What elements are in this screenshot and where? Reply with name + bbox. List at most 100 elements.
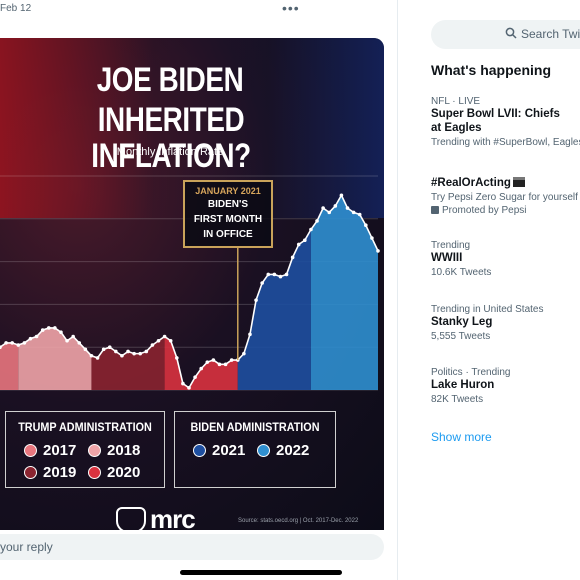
data-point-2019 xyxy=(114,349,118,354)
trend-sub: 10.6K Tweets xyxy=(431,267,492,278)
data-point-2021 xyxy=(303,238,307,242)
source-note: Source: stats.oecd.org | Oct. 2017-Dec. … xyxy=(238,518,359,524)
trend-item[interactable]: Trending in United States Stanky Leg 5,5… xyxy=(431,304,580,342)
data-point-2019 xyxy=(89,353,94,358)
graphic-title-line2: INHERITED INFLATION? xyxy=(91,101,251,175)
data-point-2020 xyxy=(211,358,216,362)
data-point-2020 xyxy=(223,362,228,367)
data-point-2020 xyxy=(168,338,173,343)
data-point-2021 xyxy=(290,255,295,260)
legend-dot-2019 xyxy=(24,466,37,479)
data-point-2022 xyxy=(309,227,313,232)
callout-line1: BIDEN'S xyxy=(207,199,249,210)
legend-dot-2020 xyxy=(88,466,101,479)
legend-label-2021: 2021 xyxy=(212,442,246,459)
data-point-2022 xyxy=(376,249,380,253)
legend-dot-2021 xyxy=(193,444,206,457)
trend-name: Stanky Leg xyxy=(431,316,493,328)
reply-input[interactable]: your reply xyxy=(0,534,384,560)
area-2018 xyxy=(18,327,92,390)
trend-name-line2: at Eagles xyxy=(431,122,482,134)
tweet-image[interactable]: JOE BIDEN INHERITED INFLATION? Monthly I… xyxy=(0,38,384,530)
data-point-2022 xyxy=(345,206,350,210)
data-point-2020 xyxy=(205,360,210,364)
promoted-icon xyxy=(431,206,439,214)
callout-line2: FIRST MONTH xyxy=(193,214,263,225)
legend-label-2020: 2020 xyxy=(107,464,141,481)
legend-dot-2017 xyxy=(24,444,37,457)
area-2020 xyxy=(164,336,238,390)
callout-box: JANUARY 2021 BIDEN'S FIRST MONTH IN OFFI… xyxy=(183,180,273,248)
graphic-title-line1: JOE BIDEN xyxy=(96,61,244,99)
data-point-2021 xyxy=(242,351,246,356)
legend-item-2018: 2018 xyxy=(88,442,140,459)
legend-label-2017: 2017 xyxy=(43,442,77,459)
legend-trump-title: TRUMP ADMINISTRATION xyxy=(18,420,152,434)
data-point-2018 xyxy=(71,334,75,339)
trend-meta: Trending in United States xyxy=(431,304,544,315)
tweet-column: Feb 12 ••• JOE BIDEN INHERITED INFLATION… xyxy=(0,0,398,580)
legend-dot-2018 xyxy=(88,444,101,457)
data-point-2019 xyxy=(132,351,136,356)
mrc-shield-icon xyxy=(116,506,146,530)
data-point-2020 xyxy=(229,358,234,362)
data-point-2019 xyxy=(126,349,130,354)
trend-name: #RealOrActing xyxy=(431,176,580,190)
data-point-2022 xyxy=(315,219,319,223)
data-point-2022 xyxy=(339,193,344,198)
trend-name-text: #RealOrActing xyxy=(431,177,511,189)
trend-item[interactable]: NFL · LIVE Super Bowl LVII: Chiefs at Ea… xyxy=(431,96,580,148)
data-point-2019 xyxy=(144,349,149,354)
promoted-label: Promoted by Pepsi xyxy=(442,205,527,216)
data-point-2021 xyxy=(248,332,252,337)
area-2017 xyxy=(0,342,19,390)
legend-label-2022: 2022 xyxy=(276,442,310,459)
legend-biden: BIDEN ADMINISTRATION 2021 2022 xyxy=(174,411,336,488)
data-point-2018 xyxy=(59,330,63,335)
data-point-2020 xyxy=(175,356,179,360)
data-point-2022 xyxy=(333,204,338,208)
data-point-2019 xyxy=(101,347,106,352)
tweet-date: Feb 12 xyxy=(0,3,32,14)
data-point-2020 xyxy=(187,386,191,390)
data-point-2019 xyxy=(95,356,100,360)
trend-name: WWIII xyxy=(431,252,463,264)
more-horizontal-icon[interactable]: ••• xyxy=(282,0,300,16)
data-point-2021 xyxy=(272,272,277,277)
callout-date: JANUARY 2021 xyxy=(195,186,261,196)
show-more-link[interactable]: Show more xyxy=(431,430,492,444)
search-input[interactable]: Search Twitter xyxy=(431,20,580,49)
trend-name: Lake Huron xyxy=(431,379,495,391)
legend-label-2018: 2018 xyxy=(107,442,141,459)
legend-label-2019: 2019 xyxy=(43,464,77,481)
data-point-2022 xyxy=(357,212,362,217)
trend-item[interactable]: Politics · Trending Lake Huron 82K Tweet… xyxy=(431,367,580,405)
search-icon xyxy=(505,27,517,39)
area-2021 xyxy=(237,229,311,390)
data-point-2021 xyxy=(254,298,258,302)
data-point-2021 xyxy=(284,272,289,277)
data-point-2021 xyxy=(296,242,301,247)
data-point-2020 xyxy=(193,375,197,379)
trend-sub: 5,555 Tweets xyxy=(431,331,491,342)
legend-dot-2022 xyxy=(257,444,270,457)
data-point-2022 xyxy=(364,223,368,228)
clapperboard-icon xyxy=(512,177,525,187)
data-point-2021 xyxy=(260,281,264,285)
trend-item[interactable]: Trending WWIII 10.6K Tweets xyxy=(431,240,580,278)
data-point-2022 xyxy=(321,206,325,210)
legend-biden-title: BIDEN ADMINISTRATION xyxy=(190,420,320,434)
data-point-2022 xyxy=(351,210,356,215)
trend-sub: Try Pepsi Zero Sugar for yourself xyxy=(431,192,578,203)
data-point-2021 xyxy=(278,274,283,279)
data-point-2018 xyxy=(53,326,57,330)
data-point-2019 xyxy=(138,351,143,356)
data-point-2018 xyxy=(16,343,21,347)
graphic-subtitle: Monthly Inflation Rate xyxy=(116,146,224,158)
whats-happening-heading: What's happening xyxy=(431,62,551,78)
data-point-2019 xyxy=(120,353,124,358)
data-point-2022 xyxy=(370,236,374,240)
trend-item[interactable]: #RealOrActing Try Pepsi Zero Sugar for y… xyxy=(431,176,580,216)
data-point-2018 xyxy=(77,341,82,345)
data-point-2021 xyxy=(235,358,240,362)
